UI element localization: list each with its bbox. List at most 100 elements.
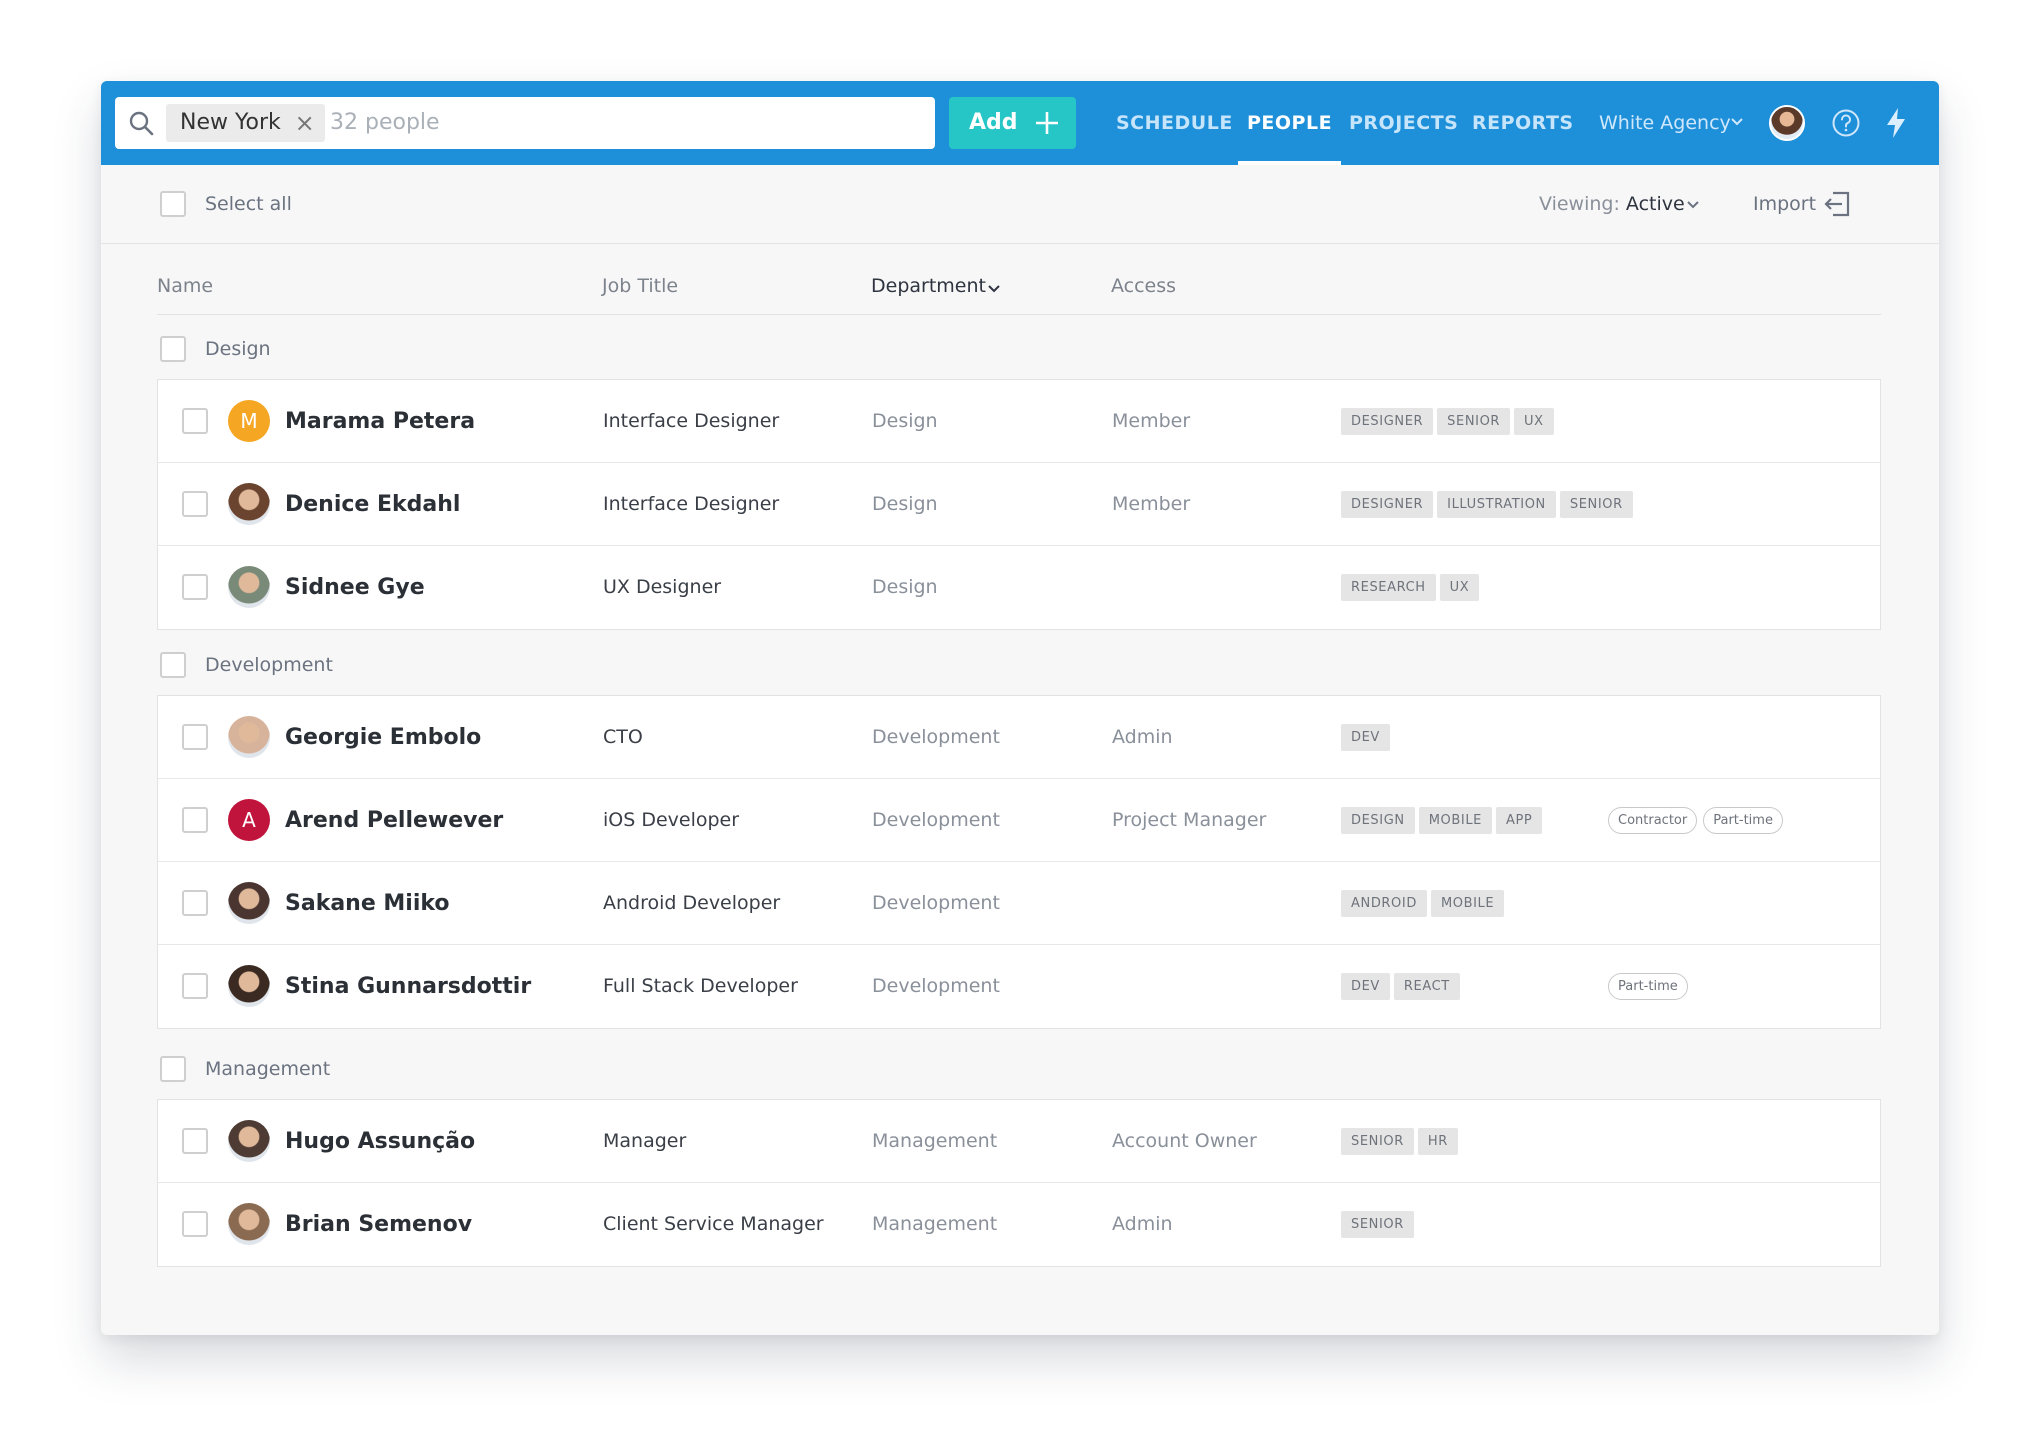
avatar [228, 1120, 270, 1162]
person-row[interactable]: Denice Ekdahl Interface Designer Design … [158, 463, 1880, 546]
department: Development [872, 726, 1000, 748]
add-button[interactable]: Add [949, 97, 1076, 149]
tag-list: DEV [1341, 724, 1390, 751]
person-row[interactable]: A Arend Pellewever iOS Developer Develop… [158, 779, 1880, 862]
person-name[interactable]: Stina Gunnarsdottir [285, 974, 532, 999]
column-header-department[interactable]: Department [871, 275, 986, 297]
employment-type-list: Contractor Part-time [1608, 807, 1783, 834]
person-row[interactable]: Sidnee Gye UX Designer Design RESEARCH UX [158, 546, 1880, 629]
job-title: UX Designer [603, 576, 722, 598]
person-name[interactable]: Arend Pellewever [285, 808, 504, 833]
group-header-design: Design [101, 319, 1939, 379]
person-row[interactable]: Hugo Assunção Manager Management Account… [158, 1100, 1880, 1183]
person-name[interactable]: Sakane Miiko [285, 891, 450, 916]
access-level: Project Manager [1112, 809, 1267, 831]
person-name[interactable]: Georgie Embolo [285, 725, 482, 750]
job-title: iOS Developer [603, 809, 740, 831]
list-toolbar: Select all Viewing: Active Import [101, 165, 1939, 244]
person-row[interactable]: Georgie Embolo CTO Development Admin DEV [158, 696, 1880, 779]
job-title: CTO [603, 726, 643, 748]
access-level: Admin [1112, 726, 1173, 748]
tab-people[interactable]: PEOPLE [1237, 81, 1342, 165]
app-window: New York × 32 people Add SCHEDULE PEOPLE… [101, 81, 1939, 1335]
job-title: Manager [603, 1130, 687, 1152]
tag-list: DESIGNER ILLUSTRATION SENIOR [1341, 491, 1633, 518]
avatar [228, 882, 270, 924]
avatar: A [228, 799, 270, 841]
tag: HR [1417, 1128, 1458, 1155]
row-checkbox[interactable] [182, 1128, 208, 1154]
person-row[interactable]: Brian Semenov Client Service Manager Man… [158, 1183, 1880, 1266]
tag: DESIGNER [1341, 408, 1434, 435]
plus-icon [1036, 112, 1058, 134]
person-row[interactable]: Sakane Miiko Android Developer Developme… [158, 862, 1880, 945]
tag: REACT [1393, 973, 1460, 1000]
tag: UX [1439, 574, 1480, 601]
person-name[interactable]: Hugo Assunção [285, 1129, 476, 1154]
tag: ILLUSTRATION [1437, 491, 1556, 518]
avatar [228, 483, 270, 525]
row-checkbox[interactable] [182, 890, 208, 916]
tag: ANDROID [1341, 890, 1427, 917]
search-icon [129, 111, 154, 136]
person-name[interactable]: Marama Petera [285, 409, 476, 434]
person-name[interactable]: Sidnee Gye [285, 575, 425, 600]
tab-reports[interactable]: REPORTS [1472, 112, 1574, 134]
person-name[interactable]: Brian Semenov [285, 1212, 473, 1237]
agency-switcher[interactable]: White Agency [1599, 112, 1731, 134]
chevron-down-icon[interactable] [1730, 117, 1744, 127]
group-card-management: Hugo Assunção Manager Management Account… [157, 1099, 1881, 1267]
chip-label: New York [180, 110, 281, 135]
tag: RESEARCH [1341, 574, 1436, 601]
job-title: Interface Designer [603, 410, 780, 432]
row-checkbox[interactable] [182, 1211, 208, 1237]
column-header-access[interactable]: Access [1111, 275, 1177, 297]
location-filter-chip[interactable]: New York × [166, 104, 325, 142]
row-checkbox[interactable] [182, 724, 208, 750]
row-checkbox[interactable] [182, 491, 208, 517]
group-title: Design [205, 338, 271, 360]
job-title: Client Service Manager [603, 1213, 824, 1235]
search-bar[interactable]: New York × 32 people [115, 97, 935, 149]
column-header-job-title[interactable]: Job Title [602, 275, 679, 297]
group-checkbox[interactable] [160, 1056, 186, 1082]
avatar [228, 716, 270, 758]
tag: SENIOR [1437, 408, 1511, 435]
department: Development [872, 975, 1000, 997]
user-avatar[interactable] [1769, 105, 1805, 141]
select-all-checkbox[interactable] [160, 191, 186, 217]
column-header-name[interactable]: Name [157, 275, 214, 297]
row-checkbox[interactable] [182, 574, 208, 600]
row-checkbox[interactable] [182, 807, 208, 833]
tab-schedule[interactable]: SCHEDULE [1116, 112, 1233, 134]
import-icon[interactable] [1823, 191, 1851, 217]
tag-list: ANDROID MOBILE [1341, 890, 1505, 917]
tag: SENIOR [1559, 491, 1633, 518]
chevron-down-icon[interactable] [1686, 200, 1700, 210]
person-name[interactable]: Denice Ekdahl [285, 492, 461, 517]
avatar [228, 1203, 270, 1245]
group-checkbox[interactable] [160, 652, 186, 678]
tag-list: RESEARCH UX [1341, 574, 1480, 601]
tag-list: DESIGNER SENIOR UX [1341, 408, 1554, 435]
row-checkbox[interactable] [182, 973, 208, 999]
job-title: Full Stack Developer [603, 975, 798, 997]
viewing-filter[interactable]: Viewing: Active [1539, 165, 1685, 244]
help-icon[interactable] [1831, 108, 1861, 138]
tab-projects[interactable]: PROJECTS [1349, 112, 1459, 134]
person-row[interactable]: M Marama Petera Interface Designer Desig… [158, 380, 1880, 463]
header-divider [157, 314, 1881, 315]
row-checkbox[interactable] [182, 408, 208, 434]
group-checkbox[interactable] [160, 336, 186, 362]
chevron-down-icon[interactable] [987, 284, 1001, 294]
department: Development [872, 892, 1000, 914]
group-card-design: M Marama Petera Interface Designer Desig… [157, 379, 1881, 630]
department: Management [872, 1130, 998, 1152]
bolt-icon[interactable] [1885, 107, 1907, 139]
search-input[interactable]: 32 people [330, 110, 440, 135]
close-icon[interactable]: × [294, 109, 315, 137]
employment-type-badge: Part-time [1703, 807, 1783, 834]
import-button[interactable]: Import [1753, 193, 1817, 215]
job-title: Interface Designer [603, 493, 780, 515]
person-row[interactable]: Stina Gunnarsdottir Full Stack Developer… [158, 945, 1880, 1028]
